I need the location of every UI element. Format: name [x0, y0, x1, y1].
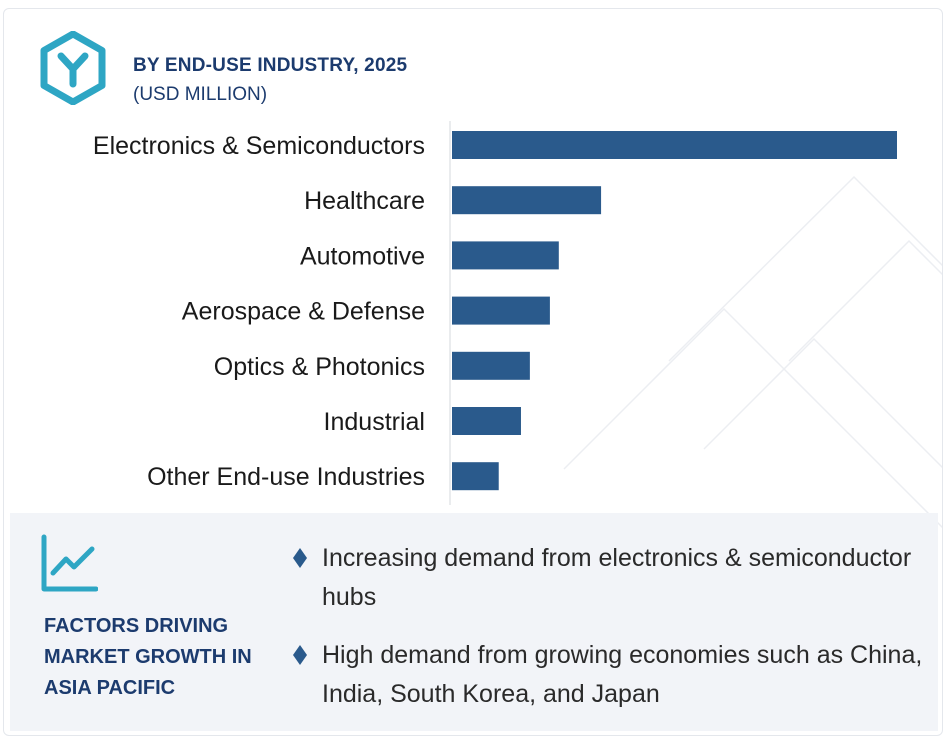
chart-title: BY END-USE INDUSTRY, 2025 — [133, 55, 408, 76]
bar — [452, 351, 530, 380]
category-label: Electronics & Semiconductors — [93, 132, 425, 160]
diamond-bullet-icon — [293, 645, 307, 665]
factor-item: Increasing demand from electronics & sem… — [290, 539, 930, 617]
hexagon-y-logo-icon — [40, 31, 106, 105]
bar — [452, 462, 499, 491]
bar — [452, 186, 602, 215]
growth-factors-panel: FACTORS DRIVING MARKET GROWTH IN ASIA PA… — [10, 513, 938, 731]
infographic-card: BY END-USE INDUSTRY, 2025 (USD MILLION) … — [3, 8, 943, 736]
bar — [452, 131, 897, 159]
category-label: Other End-use Industries — [147, 463, 425, 491]
bar-chart: Electronics & Semiconductors Healthcare Au… — [93, 121, 897, 505]
factor-text: Increasing demand from electronics & sem… — [322, 544, 912, 611]
chart-subtitle: (USD MILLION) — [133, 84, 268, 105]
category-label: Automotive — [300, 242, 425, 270]
factor-item: High demand from growing economies such … — [290, 636, 930, 714]
background-decoration — [563, 175, 942, 529]
bar — [452, 241, 559, 270]
category-label: Optics & Photonics — [214, 353, 425, 381]
diamond-bullet-icon — [293, 548, 307, 568]
bar — [452, 296, 550, 325]
category-label: Industrial — [324, 408, 425, 436]
category-label: Aerospace & Defense — [182, 298, 425, 326]
bar — [452, 407, 521, 435]
factor-text: High demand from growing economies such … — [322, 641, 923, 708]
category-label: Healthcare — [304, 187, 425, 215]
line-chart-trend-icon — [41, 534, 98, 592]
factors-title: FACTORS DRIVING MARKET GROWTH IN ASIA PA… — [44, 615, 252, 699]
